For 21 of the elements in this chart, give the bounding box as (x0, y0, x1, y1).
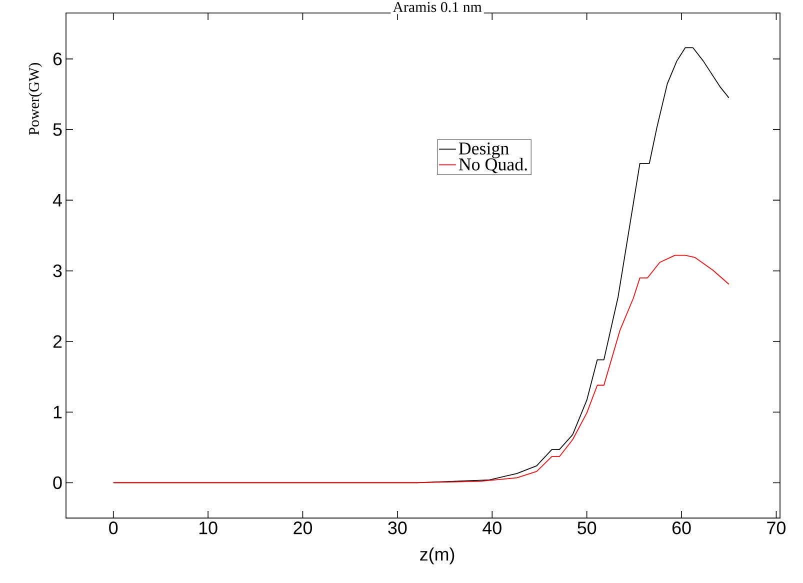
x-tick-label: 30 (388, 522, 407, 534)
x-tick-label: 0 (109, 522, 118, 534)
x-tick-label: 10 (199, 522, 218, 534)
line-series (112, 254, 730, 484)
y-tick-label: 6 (53, 52, 62, 66)
chart-title: Aramis 0.1 nm (392, 2, 482, 12)
y-tick-label: 1 (54, 406, 62, 418)
y-tick-label: 5 (53, 123, 62, 136)
x-tick-label: 20 (294, 522, 312, 534)
y-tick-label: 4 (52, 194, 62, 206)
legend-label: Design (458, 142, 509, 158)
y-tick-label: 0 (53, 476, 62, 490)
x-tick-label: 40 (482, 522, 502, 534)
y-tick-label: 2 (53, 335, 62, 348)
x-tick-label: 50 (578, 522, 596, 534)
x-tick-label: 70 (767, 522, 786, 534)
legend-label: No Quad. (458, 158, 527, 174)
y-axis-title: Power(GW) (28, 63, 42, 135)
y-tick-label: 3 (53, 264, 62, 278)
x-tick-label: 60 (672, 522, 691, 534)
x-axis-title: z(m) (420, 548, 454, 564)
